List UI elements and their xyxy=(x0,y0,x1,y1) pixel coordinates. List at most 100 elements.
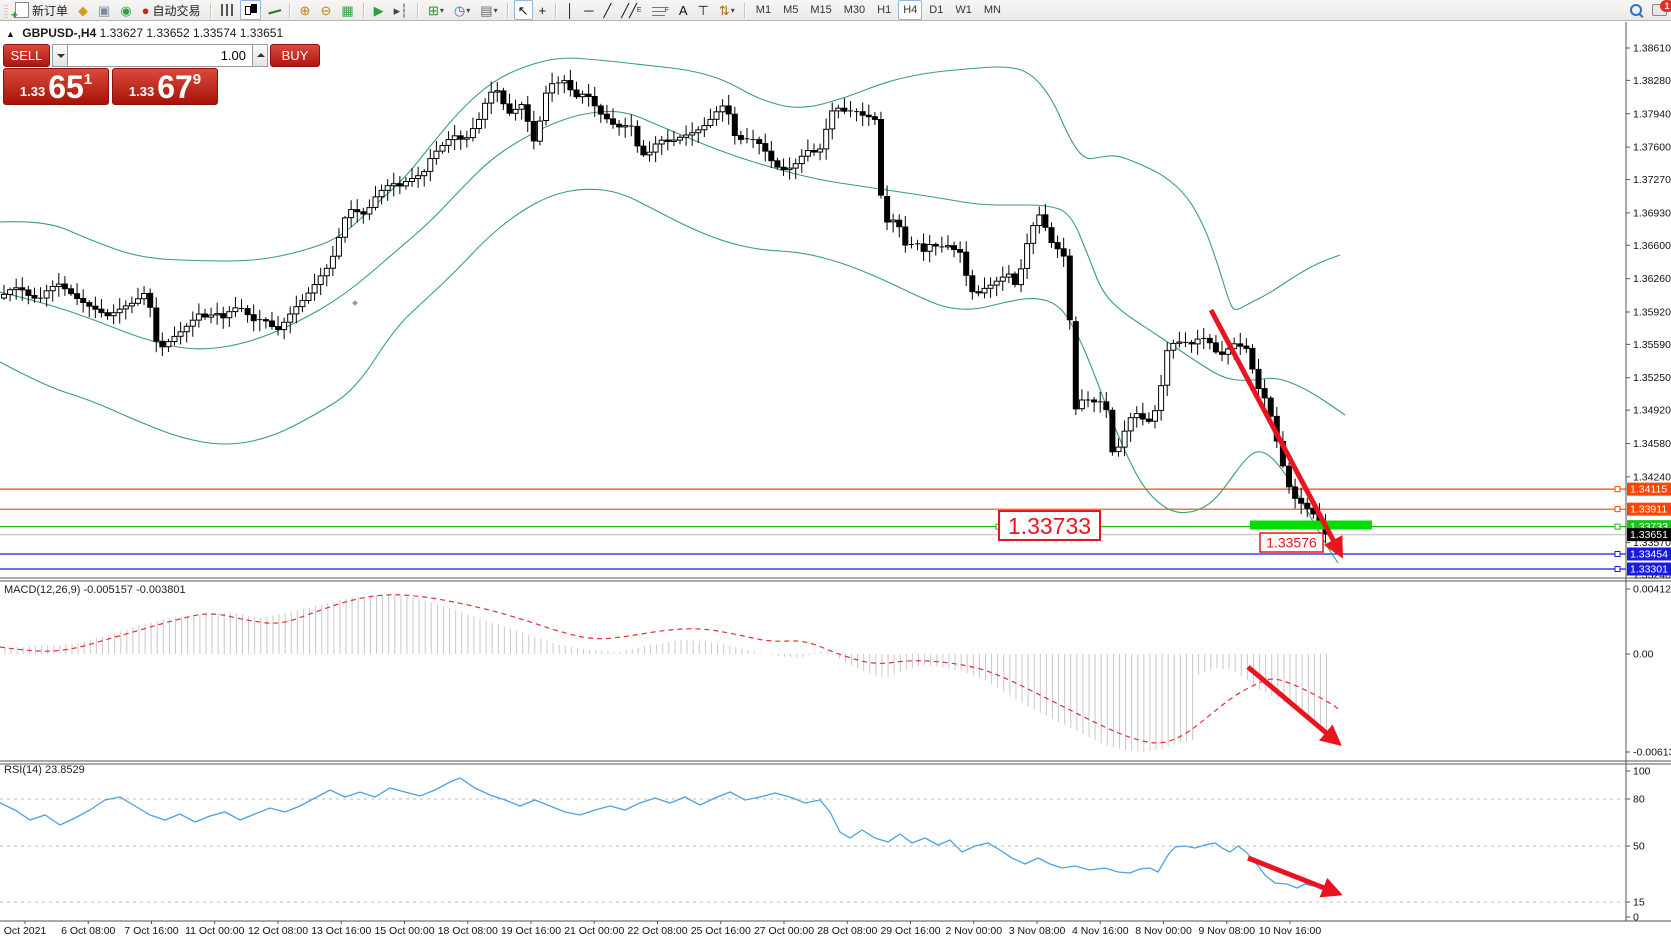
timeframe-m30-button[interactable]: M30 xyxy=(843,4,866,16)
timeframe-h1-button[interactable]: H1 xyxy=(877,4,892,16)
sell-price[interactable]: 1.33 65 1 xyxy=(3,68,109,105)
indicators-button[interactable]: ⊞ ▾ xyxy=(428,2,444,18)
zoom-out-button[interactable]: ⊖ xyxy=(316,0,335,20)
chat-icon[interactable]: 1 xyxy=(1652,0,1671,16)
svg-text:3 Nov 08:00: 3 Nov 08:00 xyxy=(1009,925,1066,937)
channel-button[interactable]: ╱╱ E xyxy=(621,2,642,18)
new-order-button-label: 新订单 xyxy=(32,3,69,18)
svg-text:18 Oct 08:00: 18 Oct 08:00 xyxy=(438,925,498,937)
svg-text:1.33454: 1.33454 xyxy=(1630,548,1668,560)
svg-text:-0.006132: -0.006132 xyxy=(1633,747,1671,759)
timeframe-m15-button[interactable]: M15 xyxy=(810,4,832,16)
periods-button[interactable]: ◷ ▾ xyxy=(453,2,471,18)
timeframe-w1-button[interactable]: W1 xyxy=(955,4,972,16)
bar-chart-button[interactable] xyxy=(217,0,238,20)
svg-text:0: 0 xyxy=(1633,912,1639,924)
volume-increase-button[interactable] xyxy=(252,44,268,67)
svg-text:2 Nov 00:00: 2 Nov 00:00 xyxy=(945,925,1002,937)
svg-text:21 Oct 00:00: 21 Oct 00:00 xyxy=(564,925,624,937)
sell-button[interactable]: SELL xyxy=(3,44,50,67)
bollinger-middle xyxy=(0,110,1346,416)
line-chart-button[interactable] xyxy=(263,0,284,20)
svg-text:1.33651: 1.33651 xyxy=(1630,529,1668,541)
rsi-label: RSI(14) 23.8529 xyxy=(4,764,85,776)
zoom-in-button[interactable]: ⊕ xyxy=(296,0,315,20)
svg-text:1.34115: 1.34115 xyxy=(1630,484,1667,496)
shapes-button[interactable]: ⇅ ▾ xyxy=(718,2,735,18)
candlestick-chart-button[interactable] xyxy=(239,0,261,20)
text-label-icon: ⊤ xyxy=(697,2,709,18)
cursor-icon: ↖ xyxy=(517,2,529,18)
text-icon: A xyxy=(678,2,688,18)
svg-text:1.37270: 1.37270 xyxy=(1633,174,1671,186)
text-button[interactable]: A xyxy=(675,0,692,20)
zoom-out-icon: ⊖ xyxy=(320,2,332,18)
rsi-indicator: 100 80 50 15 0 xyxy=(0,766,1651,924)
time-axis: Oct 2021 6 Oct 08:00 7 Oct 16:00 11 Oct 00:… xyxy=(4,921,1321,937)
macd-indicator: 0.004128 0.00 -0.006132 xyxy=(0,584,1671,759)
new-order-icon xyxy=(11,2,29,21)
svg-text:1.37940: 1.37940 xyxy=(1633,108,1671,120)
volume-decrease-button[interactable] xyxy=(52,44,68,67)
svg-text:8 Nov 00:00: 8 Nov 00:00 xyxy=(1135,925,1192,937)
timeframe-d1-button[interactable]: D1 xyxy=(929,4,944,16)
chart-shift-button[interactable]: ▸┆ xyxy=(390,0,412,20)
channel-icon: ╱╱ xyxy=(621,2,637,18)
buy-button[interactable]: BUY xyxy=(270,44,320,67)
timeframe-mn-button[interactable]: MN xyxy=(983,4,1001,16)
tile-windows-button[interactable]: ▦ xyxy=(337,0,357,20)
shapes-icon: ⇅ xyxy=(718,2,730,18)
svg-text:1.34920: 1.34920 xyxy=(1633,405,1671,417)
svg-text:4 Nov 16:00: 4 Nov 16:00 xyxy=(1072,925,1129,937)
market-watch-icon[interactable]: ◆ xyxy=(74,0,92,20)
auto-trading-icon: ● xyxy=(141,2,150,18)
auto-scroll-icon: ▶ xyxy=(373,2,384,18)
svg-text:7 Oct 16:00: 7 Oct 16:00 xyxy=(124,925,178,937)
crosshair-icon: + xyxy=(538,2,547,18)
svg-text:12 Oct 08:00: 12 Oct 08:00 xyxy=(248,925,308,937)
svg-text:25 Oct 16:00: 25 Oct 16:00 xyxy=(691,925,751,937)
auto-scroll-button[interactable]: ▶ xyxy=(370,0,388,20)
horizontal-line-button[interactable]: ─ xyxy=(580,0,597,20)
main-toolbar: 新订单 ◆ ▣ ◉ ●自动交易 ⊕ ⊖ ▦ ▶ ▸┆ ⊞▾ ◷▾ ▤▾ ↖ + │ ─ ╱ ╱╱E FA ⊤ ⇅▾ M1 M5… xyxy=(0,0,1671,21)
timeframe-h4-button[interactable]: H4 xyxy=(898,0,923,20)
crosshair-button[interactable]: + xyxy=(535,0,551,20)
terminal-icon[interactable]: ▣ xyxy=(94,0,114,20)
support-zone-bar xyxy=(1250,520,1372,530)
svg-text:1.35920: 1.35920 xyxy=(1633,306,1671,318)
svg-text:1.33911: 1.33911 xyxy=(1630,504,1667,516)
text-label-button[interactable]: ⊤ xyxy=(694,0,713,20)
timeframe-m5-button[interactable]: M5 xyxy=(783,4,799,16)
templates-button[interactable]: ▤ ▾ xyxy=(480,2,498,18)
buy-price[interactable]: 1.33 67 9 xyxy=(112,68,218,105)
svg-text:13 Oct 16:00: 13 Oct 16:00 xyxy=(311,925,371,937)
collapse-panel-icon[interactable]: ▲ xyxy=(6,29,15,39)
trendline-button[interactable]: ╱ xyxy=(599,0,615,20)
svg-text:1.38280: 1.38280 xyxy=(1633,75,1671,87)
price-label-box-large: 1.33733 xyxy=(998,510,1101,541)
svg-text:27 Oct 00:00: 27 Oct 00:00 xyxy=(754,925,814,937)
svg-text:22 Oct 08:00: 22 Oct 08:00 xyxy=(627,925,687,937)
bar-chart-icon xyxy=(220,4,234,16)
fibonacci-button[interactable]: F xyxy=(648,0,673,20)
timeframe-m1-button[interactable]: M1 xyxy=(755,4,772,16)
svg-text:29 Oct 16:00: 29 Oct 16:00 xyxy=(880,925,940,937)
svg-text:11 Oct 00:00: 11 Oct 00:00 xyxy=(185,925,245,937)
svg-text:0.004128: 0.004128 xyxy=(1633,584,1671,596)
signals-icon[interactable]: ◉ xyxy=(116,0,135,20)
macd-trend-arrow xyxy=(1246,665,1342,747)
vertical-line-button[interactable]: │ xyxy=(562,0,578,20)
volume-input[interactable] xyxy=(68,44,252,67)
new-order-button[interactable]: 新订单 xyxy=(11,0,72,21)
svg-text:1.35590: 1.35590 xyxy=(1633,339,1671,351)
search-icon[interactable] xyxy=(1630,4,1642,16)
cursor-button[interactable]: ↖ xyxy=(513,0,533,20)
svg-text:1.36930: 1.36930 xyxy=(1633,207,1671,219)
notification-badge: 1 xyxy=(1660,0,1671,12)
auto-trading-button[interactable]: ● 自动交易 xyxy=(138,0,205,20)
auto-trading-button-label: 自动交易 xyxy=(152,3,201,18)
ohlc-values: 1.33627 1.33652 1.33574 1.33651 xyxy=(99,26,284,40)
svg-text:1.33576: 1.33576 xyxy=(1266,535,1317,551)
